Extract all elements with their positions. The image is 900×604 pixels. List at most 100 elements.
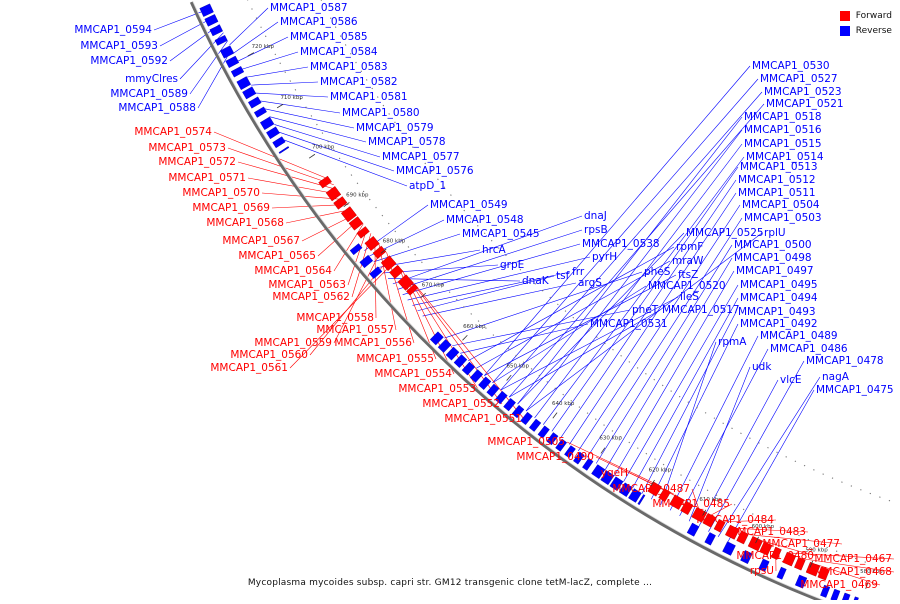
gene-label-forward: MMCAP1_0558 [296, 312, 374, 324]
legend-forward: Forward [840, 8, 892, 23]
tick-label: 620 kbp [649, 468, 672, 474]
reverse-gene-feature [226, 56, 239, 68]
tick-label: 660 kbp [463, 324, 486, 330]
reverse-gene-feature [254, 107, 266, 118]
gene-label-reverse: MMCAP1_0592 [90, 55, 168, 67]
gene-label-forward: rpsU [750, 565, 774, 577]
gene-label-reverse: dnaK [522, 275, 550, 287]
gene-label-reverse: pheS [644, 266, 671, 278]
forward-gene-feature [319, 176, 332, 188]
gene-label-reverse: MMCAP1_0527 [760, 73, 838, 85]
gene-label-reverse: MMCAP1_0578 [368, 136, 446, 148]
tick-mark [248, 53, 254, 56]
gene-label-reverse: MMCAP1_0497 [736, 265, 814, 277]
gene-label-reverse: argS [578, 277, 602, 289]
leader-line [198, 49, 232, 108]
gene-label-reverse: nagA [822, 371, 850, 383]
gene-label-forward: MMCAP1_0561 [210, 362, 288, 374]
gene-label-forward: yqeH [601, 467, 628, 479]
gene-label-reverse: udk [752, 361, 772, 373]
gene-label-reverse: MMCAP1_0492 [740, 318, 818, 330]
gene-label-reverse: vlcE [780, 374, 802, 386]
leader-line [265, 109, 354, 128]
gene-label-reverse: MMCAP1_0586 [280, 16, 358, 28]
gene-label-forward: MMCAP1_0484 [696, 514, 774, 526]
gene-label-reverse: MMCAP1_0521 [766, 98, 844, 110]
gene-label-reverse: MMCAP1_0579 [356, 122, 434, 134]
gene-label-reverse: MMCAP1_0518 [744, 111, 822, 123]
reverse-gene-feature [503, 398, 515, 411]
gene-label-reverse: rpsB [584, 224, 608, 236]
gene-label-forward: MMCAP1_0574 [134, 126, 212, 138]
tick-label: 650 kbp [507, 364, 530, 370]
gene-label-reverse: MMCAP1_0580 [342, 107, 420, 119]
gene-label-reverse: ileS [680, 291, 699, 303]
gene-label-reverse: pheT [632, 304, 659, 316]
reverse-gene-feature [237, 77, 251, 90]
gene-label-reverse: MMCAP1_0486 [770, 343, 848, 355]
leader-line [230, 8, 268, 45]
reverse-gene-feature [279, 146, 289, 153]
reverse-gene-feature [841, 593, 850, 600]
reverse-gene-feature [205, 14, 218, 26]
gene-label-reverse: MMCAP1_0584 [300, 46, 378, 58]
gene-label-forward: MMCAP1_0480 [736, 550, 814, 562]
leader-line [260, 101, 340, 113]
gene-label-reverse: MMCAP1_0478 [806, 355, 884, 367]
gene-label-forward: MMCAP1_0564 [254, 265, 332, 277]
gene-label-forward: MMCAP1_0505 [487, 436, 565, 448]
gene-label-reverse: MMCAP1_0588 [118, 102, 196, 114]
gene-label-reverse: MMCAP1_0594 [74, 24, 152, 36]
gene-label-reverse: pyrH [592, 251, 617, 263]
gene-label-reverse: MMCAP1_0593 [80, 40, 158, 52]
gene-label-reverse: dnaJ [584, 210, 607, 222]
forward-gene-feature [748, 536, 763, 551]
map-caption: Mycoplasma mycoides subsp. capri str. GM… [0, 578, 900, 588]
gene-label-reverse: MMCAP1_0500 [734, 239, 812, 251]
gene-label-reverse: MMCAP1_0513 [740, 161, 818, 173]
gene-label-forward: MMCAP1_0569 [192, 202, 270, 214]
gene-label-forward: MMCAP1_0485 [652, 498, 730, 510]
gene-label-forward: MMCAP1_0573 [148, 142, 226, 154]
gene-label-reverse: MMCAP1_0577 [382, 151, 460, 163]
gene-label-forward: MMCAP1_0551 [444, 413, 522, 425]
gene-label-forward: MMCAP1_0560 [230, 349, 308, 361]
reverse-gene-feature [200, 4, 214, 17]
gene-label-reverse: MMCAP1_0549 [430, 199, 508, 211]
gene-label-reverse: MMCAP1_0503 [744, 212, 822, 224]
reverse-gene-feature [242, 87, 255, 99]
gene-label-forward: MMCAP1_0568 [206, 217, 284, 229]
leader-line [423, 283, 576, 316]
gene-label-reverse: rpmA [718, 336, 747, 348]
leader-line [251, 82, 318, 85]
leader-line [375, 238, 376, 318]
tick-label: 700 kbp [312, 145, 335, 151]
gene-label-forward: MMCAP1_0572 [158, 156, 236, 168]
gene-label-reverse: MMCAP1_0516 [744, 124, 822, 136]
tick-label: 710 kbp [280, 95, 303, 101]
gene-label-reverse: mraW [672, 255, 704, 267]
gene-label-reverse: MMCAP1_0538 [582, 238, 660, 250]
gene-label-reverse: MMCAP1_0498 [734, 252, 812, 264]
reverse-gene-feature [478, 377, 491, 390]
gene-label-forward: MMCAP1_0477 [762, 538, 840, 550]
legend-forward-swatch [840, 11, 850, 21]
gene-label-reverse: tsf [556, 270, 570, 282]
reverse-gene-feature [529, 419, 541, 432]
tick-mark [553, 413, 557, 419]
gene-label-reverse: MMCAP1_0583 [310, 61, 388, 73]
legend-reverse-label: Reverse [856, 26, 892, 36]
leader-line [661, 342, 716, 505]
leader-line [247, 67, 308, 77]
reverse-gene-feature [220, 46, 234, 59]
gene-label-reverse: MMCAP1_0530 [752, 60, 830, 72]
legend: Forward Reverse [840, 8, 892, 38]
gene-label-reverse: mmyClres [125, 73, 178, 85]
gene-label-forward: MMCAP1_0557 [316, 324, 394, 336]
gene-label-forward: MMCAP1_0490 [516, 451, 594, 463]
gene-label-forward: MMCAP1_0570 [182, 187, 260, 199]
reverse-gene-feature [430, 332, 443, 345]
gene-label-reverse: MMCAP1_0504 [742, 199, 820, 211]
reverse-gene-feature [370, 267, 383, 279]
